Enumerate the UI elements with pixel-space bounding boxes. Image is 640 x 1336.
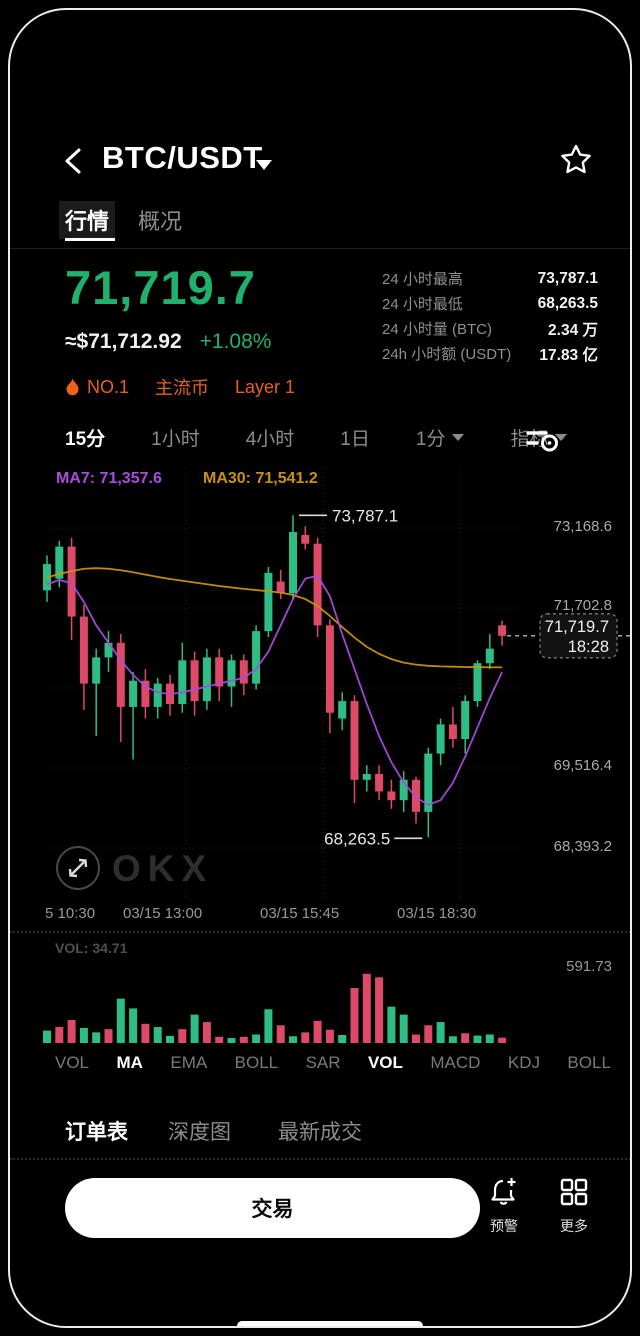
timeframe-4h[interactable]: 4小时 [245, 429, 295, 450]
x-axis-tick: 03/15 13:00 [123, 905, 203, 922]
favorite-star-icon[interactable] [558, 142, 594, 178]
svg-text:18:28: 18:28 [568, 638, 609, 656]
stat-label: 24 小时量 (BTC) [382, 321, 493, 338]
indicator-vol-main[interactable]: VOL [55, 1053, 90, 1072]
rank-badge[interactable]: NO.1 [65, 377, 129, 398]
home-indicator [237, 1321, 423, 1326]
last-price: 71,719.7 [65, 261, 256, 314]
indicator-boll2[interactable]: BOLL [567, 1053, 611, 1072]
stat-value: 68,263.5 [537, 294, 598, 312]
x-axis: 5 10:30 03/15 13:00 03/15 15:45 03/15 18… [10, 905, 630, 925]
svg-text:68,263.5: 68,263.5 [324, 829, 390, 848]
app-screen: BTC/USDT 行情 概况 71,719.7 ≈$71,712.92 +1.08… [10, 10, 630, 1326]
stat-label: 24 小时最高 [382, 271, 463, 288]
x-axis-tick: 03/15 15:45 [260, 905, 340, 922]
more-label: 更多 [560, 1218, 588, 1234]
tab-order-book[interactable]: 订单表 [65, 1121, 128, 1144]
x-axis-tick: 03/15 18:30 [397, 905, 477, 922]
y-axis-tick: 69,516.4 [553, 757, 612, 774]
stat-value: 2.34 万 [548, 321, 598, 339]
trade-button[interactable]: 交易 [65, 1178, 480, 1238]
svg-text:71,719.7: 71,719.7 [545, 618, 609, 636]
alert-label: 预警 [490, 1218, 518, 1234]
okx-watermark: OKX [112, 848, 214, 889]
bell-plus-icon [491, 1178, 516, 1205]
x-axis-tick: 5 10:30 [45, 905, 96, 922]
volume-legend: VOL: 34.71 [55, 940, 128, 956]
indicator-selector-row: VOL MA EMA BOLL SAR VOL MACD KDJ BOLL [55, 1053, 611, 1073]
active-tab-underline [65, 238, 115, 241]
timeframe-more-dropdown[interactable]: 1分 [416, 424, 465, 451]
ma30-legend: MA30: 71,541.2 [203, 470, 318, 487]
chart-settings-icon[interactable] [526, 424, 560, 454]
timeframe-1h[interactable]: 1小时 [151, 429, 200, 450]
y-axis-tick: 68,393.2 [553, 838, 612, 855]
category-badge-mainstream[interactable]: 主流币 [155, 378, 210, 398]
pair-dropdown-caret-icon[interactable] [256, 160, 272, 170]
tab-quotes[interactable]: 行情 [59, 201, 116, 239]
page-title[interactable]: BTC/USDT [102, 140, 263, 175]
chevron-down-icon [452, 434, 465, 441]
indicator-ma[interactable]: MA [116, 1053, 143, 1072]
indicator-boll[interactable]: BOLL [234, 1053, 279, 1072]
indicator-macd[interactable]: MACD [430, 1053, 481, 1072]
stat-row-low: 24 小时最低 68,263.5 [382, 291, 598, 316]
svg-text:73,787.1: 73,787.1 [332, 506, 398, 525]
rank-badge-label: NO.1 [87, 376, 130, 397]
alert-button[interactable]: 预警 [472, 1176, 536, 1236]
indicator-vol-sub[interactable]: VOL [367, 1053, 403, 1072]
badge-row: NO.1 主流币 Layer 1 [65, 374, 295, 400]
volume-chart[interactable] [10, 935, 632, 1049]
grid-more-icon [560, 1178, 588, 1206]
fiat-value: ≈$71,712.92 [65, 330, 182, 353]
candlestick-chart[interactable]: 73,787.1 68,263.5 71,719.7 18:28 [10, 462, 632, 902]
tab-depth-chart[interactable]: 深度图 [168, 1121, 231, 1144]
indicator-kdj[interactable]: KDJ [507, 1053, 540, 1072]
category-badge-layer1[interactable]: Layer 1 [235, 376, 296, 397]
stat-value: 73,787.1 [537, 269, 598, 287]
stat-label: 24 小时最低 [382, 296, 463, 313]
y-axis-tick: 71,702.8 [553, 597, 612, 614]
change-percent: +1.08% [199, 330, 272, 353]
tab-latest-trades[interactable]: 最新成交 [278, 1121, 362, 1144]
stat-row-high: 24 小时最高 73,787.1 [382, 266, 598, 291]
stat-row-turnover-usdt: 24h 小时额 (USDT) 17.83 亿 [382, 341, 598, 366]
stat-row-volume-btc: 24 小时量 (BTC) 2.34 万 [382, 316, 598, 341]
fiat-price: ≈$71,712.92 +1.08% [65, 330, 271, 354]
phone-frame: BTC/USDT 行情 概况 71,719.7 ≈$71,712.92 +1.08… [8, 8, 632, 1328]
ma7-legend: MA7: 71,357.6 [56, 470, 162, 487]
timeframe-1d[interactable]: 1日 [340, 429, 370, 450]
indicator-sar[interactable]: SAR [305, 1053, 341, 1072]
chevron-down-icon [555, 434, 568, 441]
flame-icon [66, 377, 79, 395]
divider [10, 248, 630, 249]
stat-value: 17.83 亿 [539, 346, 598, 364]
stat-label: 24h 小时额 (USDT) [382, 346, 512, 363]
divider-dotted [10, 931, 630, 933]
expand-chart-button[interactable] [55, 845, 101, 891]
y-axis-tick: 73,168.6 [553, 518, 612, 535]
more-button[interactable]: 更多 [542, 1176, 606, 1236]
back-button[interactable] [60, 146, 86, 176]
volume-axis-max: 591.73 [566, 958, 612, 975]
tab-overview[interactable]: 概况 [138, 209, 183, 234]
divider-dotted [10, 1158, 630, 1160]
stats-panel: 24 小时最高 73,787.1 24 小时最低 68,263.5 24 小时量… [382, 266, 598, 366]
timeframe-bar: 15分 1小时 4小时 1日 1分 指标 [65, 424, 605, 454]
indicator-ema[interactable]: EMA [170, 1053, 208, 1072]
timeframe-more-label: 1分 [415, 429, 446, 450]
timeframe-15m[interactable]: 15分 [65, 429, 106, 450]
